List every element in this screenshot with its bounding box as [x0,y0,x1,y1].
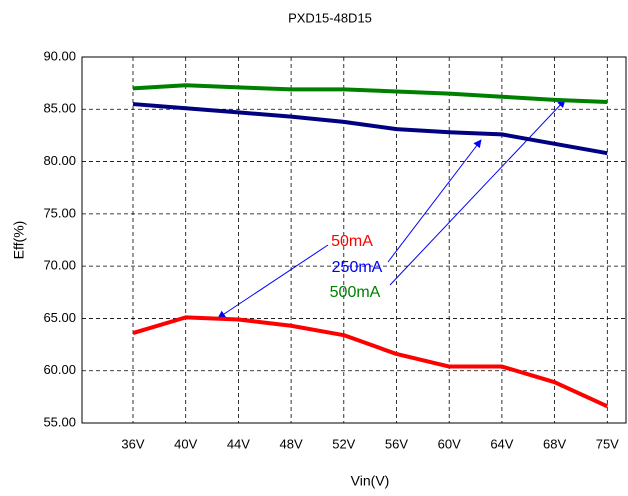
x-tick-label: 48V [280,436,303,451]
x-tick-label: 36V [121,436,144,451]
y-tick-label: 90.00 [43,48,76,63]
y-tick-label: 80.00 [43,153,76,168]
y-tick-label: 70.00 [43,258,76,273]
y-axis-label: Eff(%) [11,221,27,260]
x-tick-label: 40V [174,436,197,451]
x-axis-label: Vin(V) [351,473,390,489]
y-tick-label: 55.00 [43,414,76,429]
y-tick-label: 85.00 [43,101,76,116]
y-tick-label: 60.00 [43,362,76,377]
x-tick-label: 60V [438,436,461,451]
series-label: 50mA [331,233,373,250]
x-tick-label: 52V [332,436,355,451]
series-line [132,102,608,156]
chart-title: PXD15-48D15 [288,10,372,25]
plot-border [81,56,627,424]
x-tick-label: 68V [543,436,566,451]
x-tick-label: 56V [385,436,408,451]
annotation-arrows [217,99,566,319]
x-tick-label: 44V [227,436,250,451]
x-tick-label: 64V [490,436,513,451]
series-line [132,315,609,409]
x-tick-label: 75V [596,436,619,451]
series-label: 500mA [330,284,381,301]
series-label: 250mA [332,259,383,276]
series-line [132,83,608,104]
y-tick-label: 75.00 [43,205,76,220]
y-tick-label: 65.00 [43,310,76,325]
